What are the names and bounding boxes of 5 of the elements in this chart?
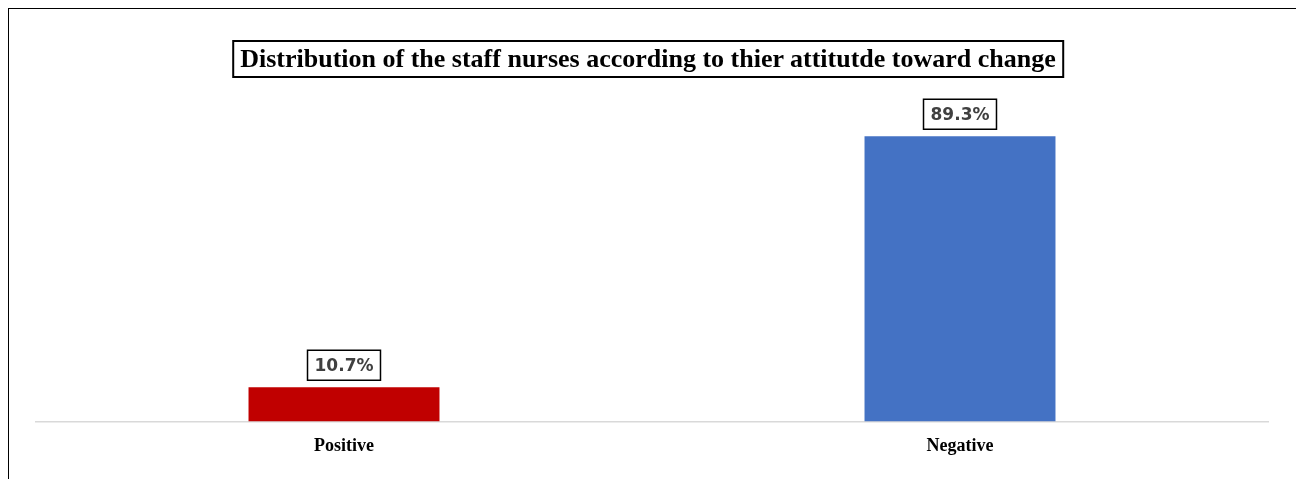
data-label: 89.3% [930,103,990,124]
x-tick-label: Positive [314,434,374,455]
chart-title: Distribution of the staff nurses according to thier attitutde toward change [232,40,1064,78]
x-tick-label: Negative [926,434,994,455]
data-label: 10.7% [314,354,374,375]
